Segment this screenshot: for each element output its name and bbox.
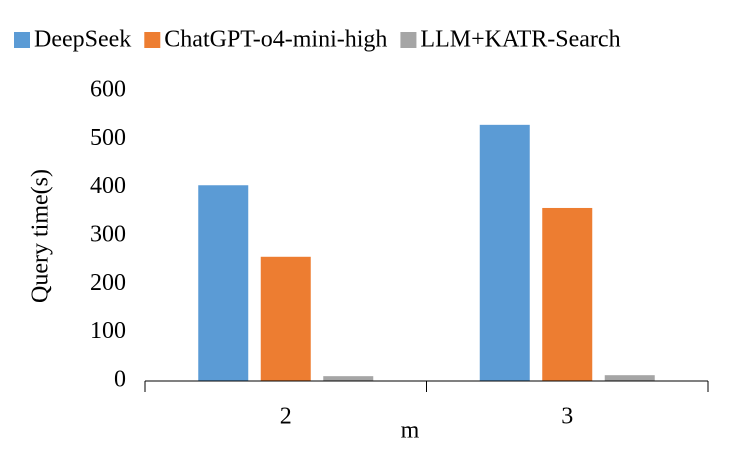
bar [323, 376, 374, 381]
x-tick-label: 2 [280, 404, 292, 430]
y-tick-label: 300 [90, 222, 126, 248]
bar [198, 185, 249, 381]
legend-swatch [14, 32, 30, 48]
bar [542, 207, 593, 381]
y-tick-label: 100 [90, 318, 126, 344]
legend-swatch [400, 32, 417, 48]
x-tick-label: 3 [561, 404, 573, 430]
bar [260, 256, 311, 381]
legend-label: DeepSeek [34, 27, 131, 53]
y-tick-label: 400 [90, 173, 126, 199]
y-axis-label: Query time(s) [28, 169, 54, 303]
y-tick-label: 200 [90, 270, 126, 296]
bar [479, 124, 530, 381]
legend-label: LLM+KATR-Search [420, 27, 620, 53]
y-tick-label: 600 [90, 77, 126, 103]
legend-label: ChatGPT-o4-mini-high [164, 27, 387, 53]
legend-swatch [144, 32, 161, 48]
y-tick-label: 0 [114, 367, 126, 393]
y-tick-label: 500 [90, 125, 126, 151]
bar [604, 375, 655, 381]
x-axis-label: m [401, 418, 420, 444]
